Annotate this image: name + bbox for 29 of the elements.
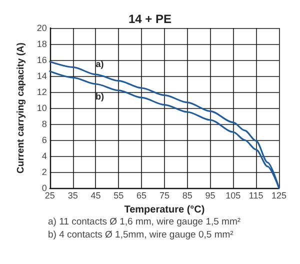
y-tick-label: 0: [42, 183, 47, 193]
x-tick-label: 35: [68, 190, 78, 200]
x-tick-label: 85: [182, 190, 192, 200]
y-tick-label: 20: [36, 23, 47, 33]
y-tick-label: 4: [42, 151, 47, 161]
text: b) 4 contacts Ø 1,5mm, wire gauge 0,5 mm²: [48, 230, 234, 240]
x-tick-label: 105: [226, 190, 241, 200]
y-tick-label: 14: [36, 71, 47, 81]
x-tick-label: 55: [114, 190, 124, 200]
series-label: a): [96, 58, 104, 69]
y-tick-label: 8: [42, 119, 47, 129]
series-label: b): [95, 92, 104, 102]
y-tick-label: 18: [36, 39, 47, 49]
y-axis-title: Current carrying capacity (A): [16, 42, 26, 174]
text: a) 11 contacts Ø 1,6 mm, wire gauge 1,5 mm²: [48, 216, 241, 228]
y-tick-label: 16: [36, 55, 47, 65]
y-tick-label: 10: [36, 103, 47, 113]
x-axis-title: Temperature (°C): [124, 204, 205, 216]
x-tick-label: 125: [271, 190, 287, 200]
y-tick-label: 2: [42, 167, 47, 177]
x-tick-label: 25: [44, 190, 55, 200]
x-tick-label: 45: [90, 190, 101, 200]
y-tick-label: 12: [36, 87, 47, 97]
x-tick-label: 75: [159, 190, 170, 200]
chart-title: 14 + PE: [128, 12, 172, 26]
x-tick-label: 65: [136, 190, 147, 200]
y-tick-label: 6: [42, 135, 47, 145]
x-tick-label: 95: [205, 190, 216, 200]
x-tick-label: 115: [248, 190, 264, 200]
